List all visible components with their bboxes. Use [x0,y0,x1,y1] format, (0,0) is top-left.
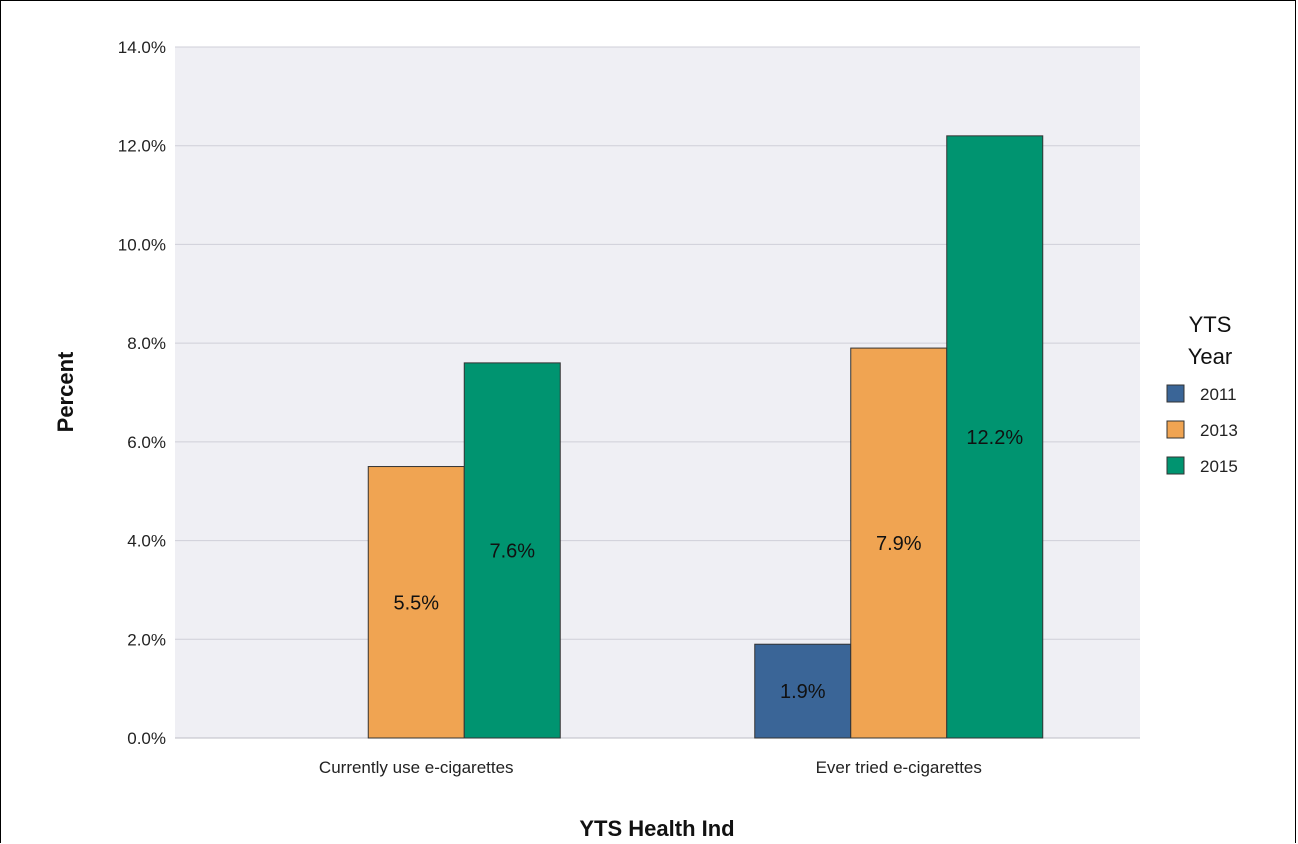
y-tick-label: 10.0% [118,235,166,254]
data-label: 7.9% [876,533,922,555]
y-axis-title: Percent [53,351,78,432]
y-tick-label: 8.0% [127,334,166,353]
y-tick-label: 2.0% [127,630,166,649]
x-axis-title: YTS Health Ind [579,816,734,841]
legend-label-2011: 2011 [1200,385,1237,404]
y-tick-label: 12.0% [118,137,166,156]
legend-swatch-2013 [1167,421,1184,438]
y-tick-label: 0.0% [127,729,166,748]
data-label: 1.9% [780,681,826,703]
x-tick-label: Ever tried e-cigarettes [816,758,982,777]
legend-label-2013: 2013 [1200,421,1238,440]
x-tick-label: Currently use e-cigarettes [319,758,514,777]
legend: YTS Year 2011 2013 2015 [1167,312,1238,476]
legend-swatch-2015 [1167,457,1184,474]
y-tick-label: 6.0% [127,433,166,452]
legend-label-2015: 2015 [1200,457,1238,476]
data-label: 5.5% [393,592,439,614]
legend-title-line2: Year [1188,344,1232,369]
y-tick-label: 14.0% [118,38,166,57]
x-tick-labels: Currently use e-cigarettes Ever tried e-c… [319,758,982,777]
legend-swatch-2011 [1167,385,1184,402]
y-tick-label: 4.0% [127,532,166,551]
y-tick-labels: 0.0% 2.0% 4.0% 6.0% 8.0% 10.0% 12.0% 14.0% [118,38,166,748]
data-label: 12.2% [966,427,1023,449]
legend-title-line1: YTS [1189,312,1232,337]
data-label: 7.6% [489,540,535,562]
